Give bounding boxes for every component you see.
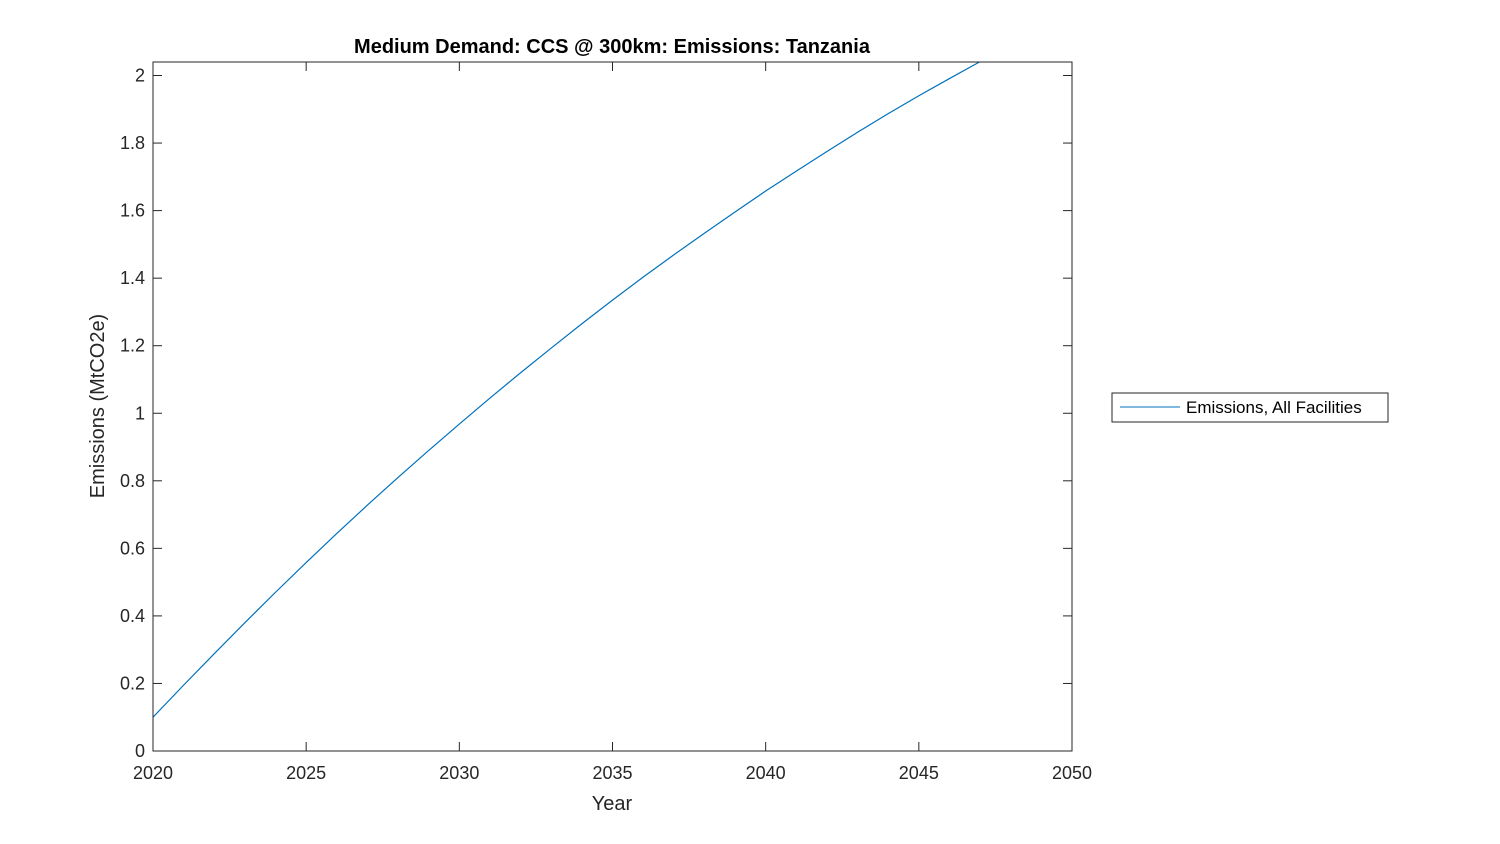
y-tick-label: 1.2 — [120, 336, 145, 356]
x-tick-label: 2030 — [439, 763, 479, 783]
x-tick-labels: 2020 2025 2030 2035 2040 2045 2050 — [133, 763, 1092, 783]
chart-title: Medium Demand: CCS @ 300km: Emissions: T… — [354, 36, 871, 58]
x-axis-label: Year — [592, 793, 633, 815]
y-tick-label: 2 — [135, 66, 145, 86]
y-tick-label: 0.4 — [120, 606, 145, 626]
y-tick-label: 0.6 — [120, 538, 145, 558]
legend-label: Emissions, All Facilities — [1186, 398, 1362, 417]
x-tick-label: 2050 — [1052, 763, 1092, 783]
y-tick-labels: 0 0.2 0.4 0.6 0.8 1 1.2 1.4 1.6 1.8 2 — [120, 66, 145, 761]
y-tick-label: 1.8 — [120, 133, 145, 153]
legend: Emissions, All Facilities — [1111, 392, 1389, 423]
y-tick-label: 0 — [135, 741, 145, 761]
y-tick-label: 1 — [135, 403, 145, 423]
y-tick-label: 1.4 — [120, 268, 145, 288]
y-tick-label: 0.8 — [120, 471, 145, 491]
x-tick-label: 2020 — [133, 763, 173, 783]
axes-box — [152, 61, 1073, 752]
tick-layer — [152, 62, 1073, 752]
axes-background — [153, 62, 1072, 751]
y-tick-label: 0.2 — [120, 673, 145, 693]
x-tick-label: 2035 — [592, 763, 632, 783]
x-tick-label: 2040 — [746, 763, 786, 783]
x-tick-label: 2045 — [899, 763, 939, 783]
series-layer — [153, 62, 981, 718]
x-tick-label: 2025 — [286, 763, 326, 783]
y-axis-label: Emissions (MtCO2e) — [87, 314, 109, 498]
y-tick-label: 1.6 — [120, 201, 145, 221]
series-line — [153, 62, 981, 718]
